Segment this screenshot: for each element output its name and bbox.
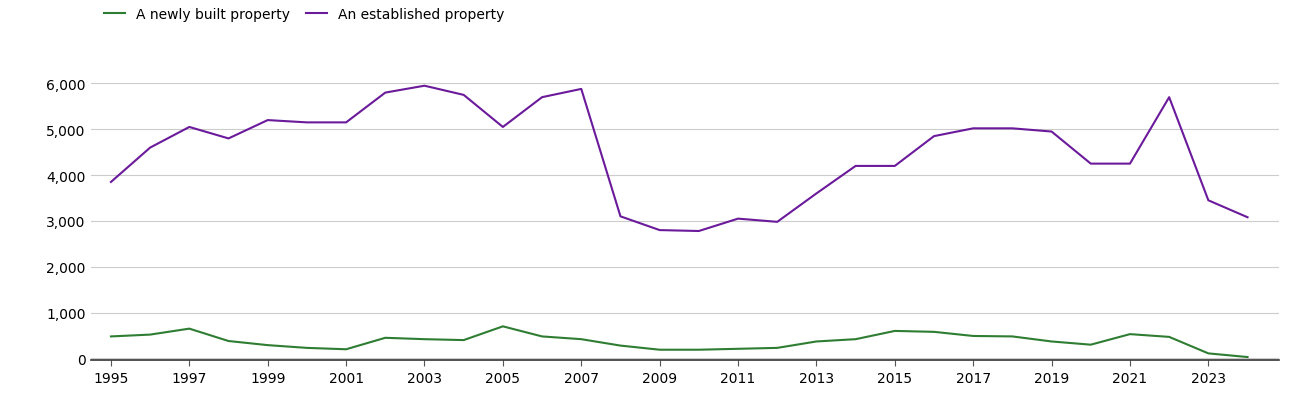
Legend: A newly built property, An established property: A newly built property, An established p… bbox=[98, 2, 510, 28]
